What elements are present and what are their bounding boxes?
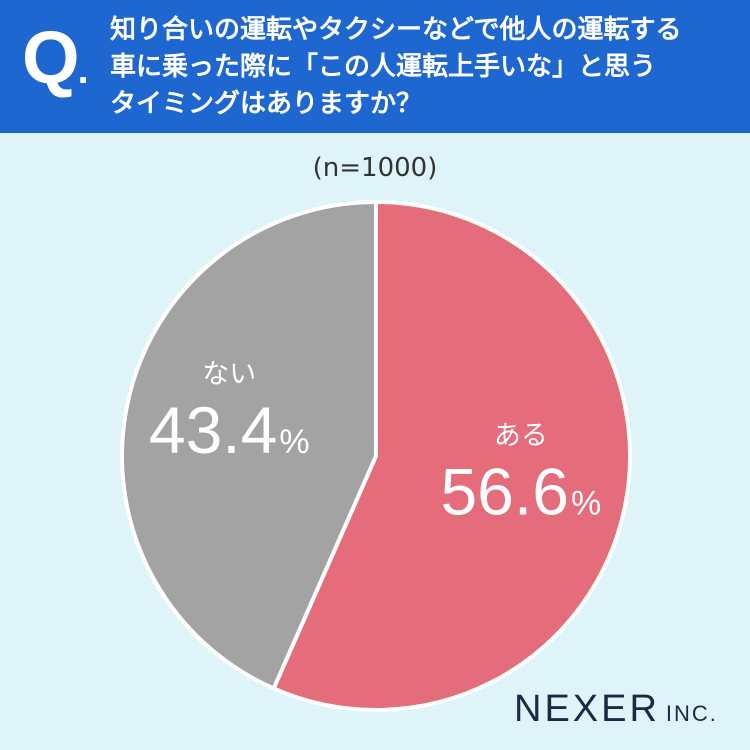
pie-category-label: ある [494,420,548,451]
question-header: Q. 知り合いの運転やタクシーなどで他人の運転する 車に乗った際に「この人運転上… [0,0,750,133]
company-logo: NEXER INC. [514,688,718,731]
logo-sub-text: INC. [665,701,718,726]
pie-value-label: 43.4% [149,393,310,467]
pie-value-label: 56.6% [440,454,601,528]
question-mark-label: Q. [22,16,89,99]
pie-slice-nai [120,200,378,691]
question-line: 車に乗った際に「この人運転上手いな」と思う [110,52,657,82]
question-line: 知り合いの運転やタクシーなどで他人の運転する [110,15,682,45]
question-text: 知り合いの運転やタクシーなどで他人の運転する 車に乗った際に「この人運転上手いな… [110,12,740,123]
sample-size: (n=1000) [312,153,438,183]
question-line: タイミングはありますか？ [110,89,423,119]
logo-main-text: NEXER [514,688,660,730]
pie-category-label: ない [202,359,256,390]
pie-slice-aru [271,200,632,712]
